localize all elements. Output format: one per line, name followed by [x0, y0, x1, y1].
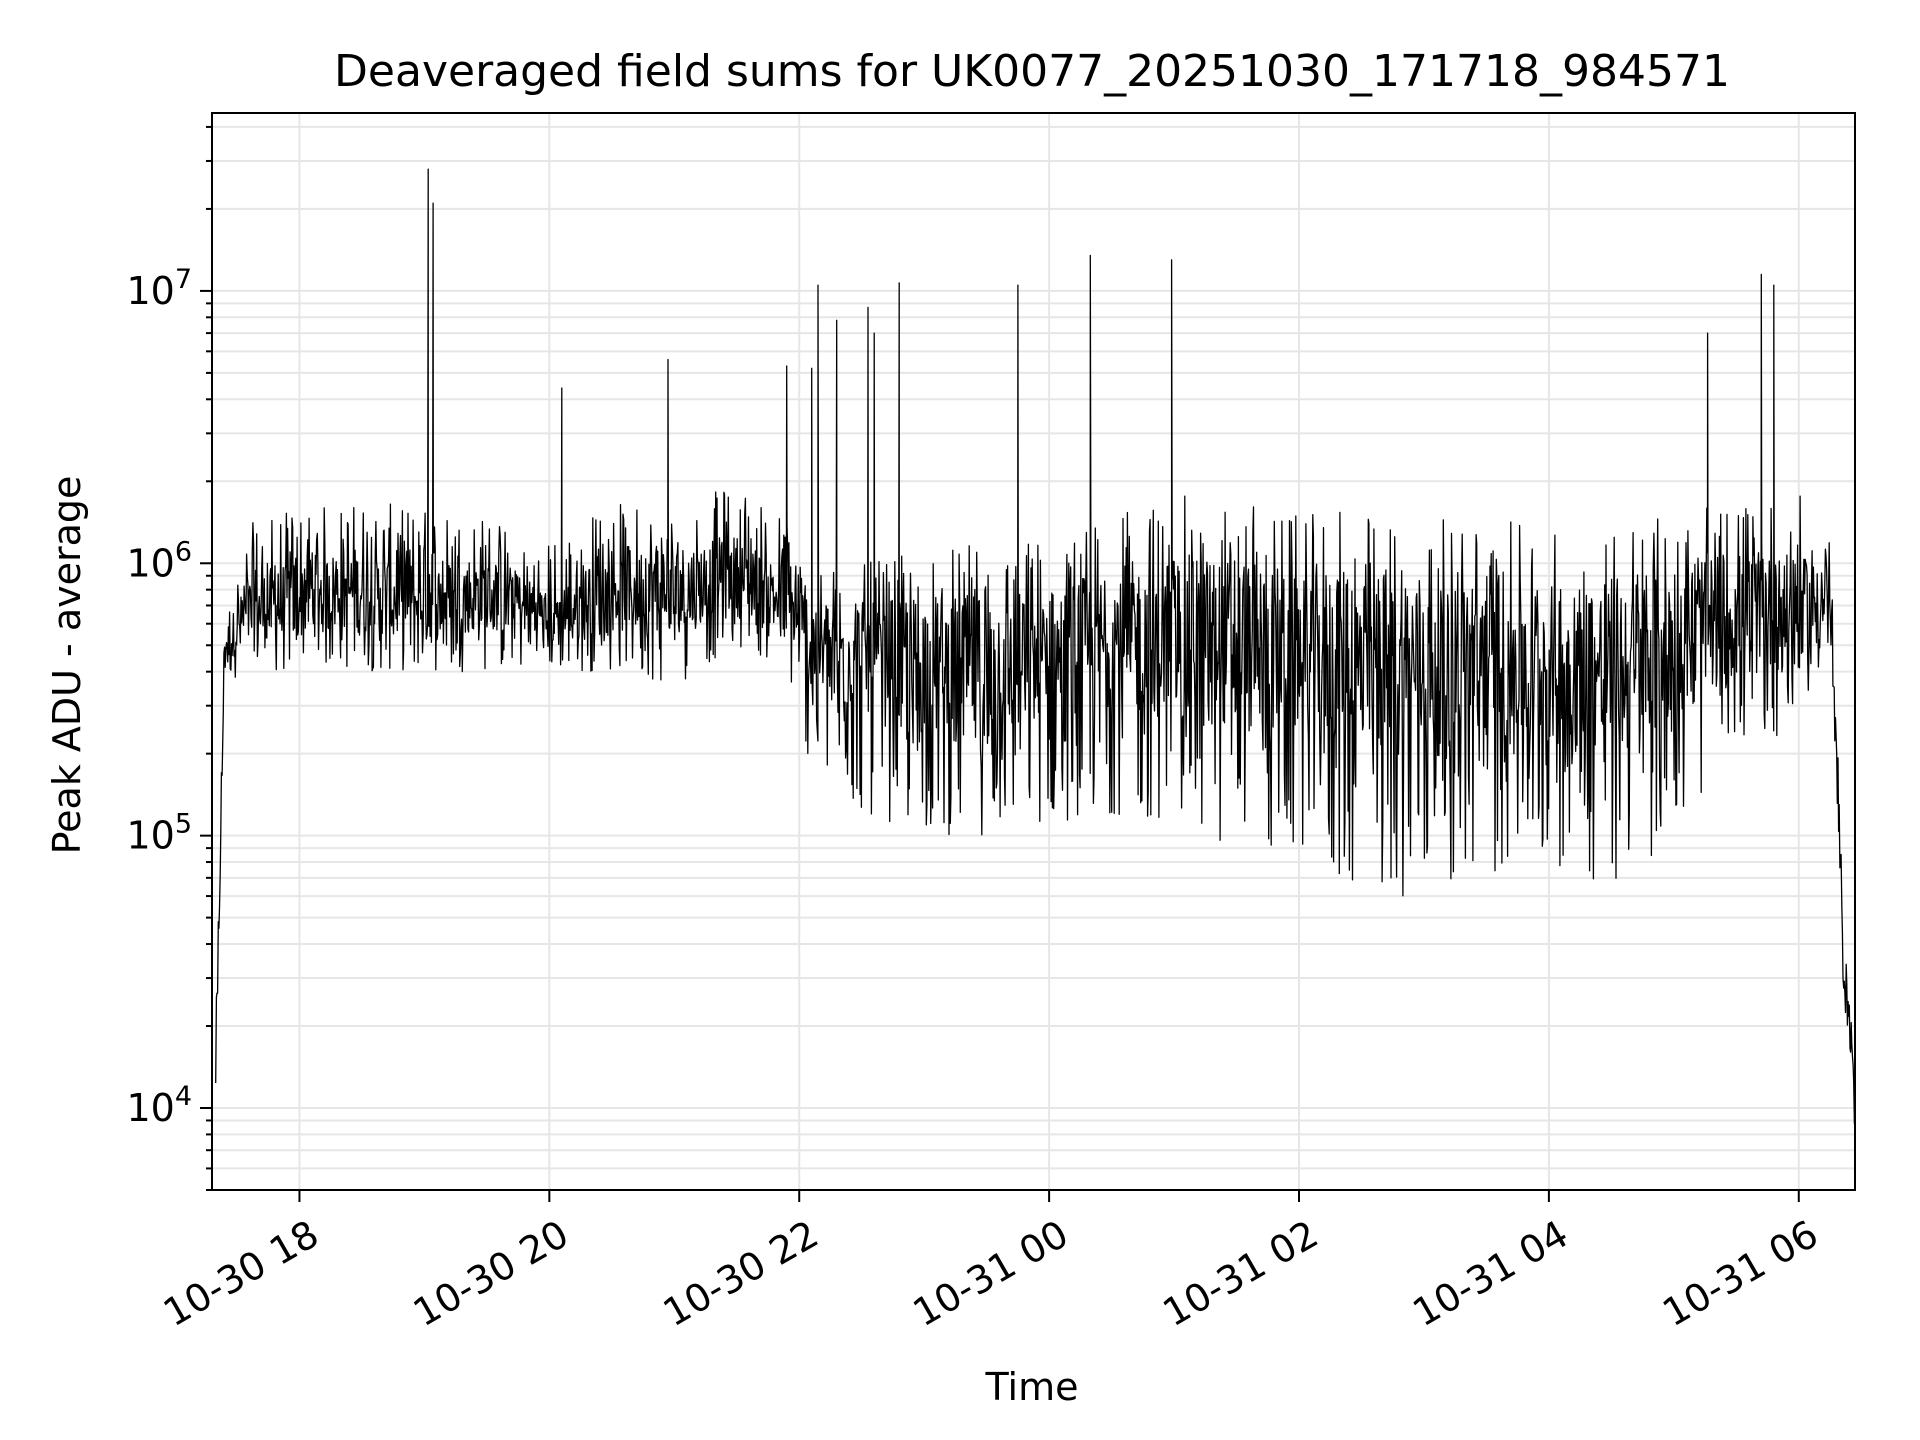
series-line: [215, 168, 1856, 1127]
y-axis-label: Peak ADU - average: [45, 476, 89, 855]
y-tick-label: 104: [126, 1081, 192, 1130]
y-tick-label: 107: [126, 264, 192, 313]
y-tick-label: 105: [126, 809, 192, 858]
chart-title: Deaveraged field sums for UK0077_2025103…: [334, 46, 1730, 97]
y-axis: 104 105 106 107: [126, 125, 212, 1191]
x-axis-label: Time: [985, 1365, 1079, 1409]
plot-frame: [211, 112, 1856, 1191]
series-trace: [215, 168, 1856, 1127]
y-tick-label: 106: [126, 536, 192, 585]
